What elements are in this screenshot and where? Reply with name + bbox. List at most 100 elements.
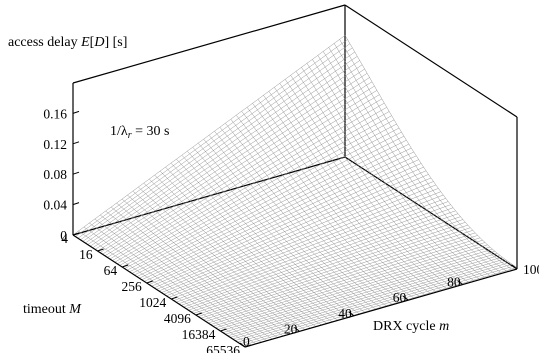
mesh-line-cycle-43 <box>306 63 480 279</box>
mesh-line-cycle-36 <box>268 91 441 290</box>
z-tick-label: 0.04 <box>43 198 67 213</box>
mesh-line-cycle-9 <box>121 198 295 333</box>
box-edge-back-top <box>72 4 346 84</box>
mesh-line-cycle-20 <box>181 155 354 316</box>
mesh-line-cycle-16 <box>159 170 333 322</box>
mesh-line-cycle-24 <box>203 139 376 309</box>
mesh-line-cycle-45 <box>317 55 490 276</box>
mesh-line-cycle-25 <box>208 135 382 308</box>
mesh-line-cycle-15 <box>154 174 327 324</box>
mesh-line-cycle-34 <box>257 99 431 294</box>
annotation-rate: 1/λr = 30 s <box>110 124 169 141</box>
mesh-line-cycle-2 <box>83 226 257 344</box>
y-tick-label: 16 <box>79 247 93 262</box>
mesh-line-cycle-49 <box>339 39 512 270</box>
mesh-line-cycle-21 <box>187 151 360 314</box>
z-tick-label: 0 <box>60 228 67 243</box>
mesh-line-cycle-27 <box>219 127 393 305</box>
y-tick-mark <box>121 264 129 268</box>
mesh-line-cycle-13 <box>143 182 316 327</box>
mesh-line-cycle-3 <box>89 222 262 343</box>
chart-front-box <box>72 4 518 348</box>
z-tick-mark <box>72 110 80 114</box>
y-tick-mark <box>244 344 252 348</box>
mesh-line-cycle-26 <box>214 131 387 306</box>
x-tick-label: 80 <box>447 275 461 290</box>
mesh-line-cycle-50 <box>344 35 518 268</box>
mesh-line-cycle-30 <box>236 115 409 300</box>
y-tick-label: 1024 <box>139 295 166 310</box>
mesh-line-cycle-7 <box>110 206 284 337</box>
y-tick-label: 16384 <box>182 327 216 342</box>
z-tick-mark <box>72 141 80 145</box>
mesh-line-cycle-44 <box>312 59 485 278</box>
x-tick-label: 60 <box>393 290 407 305</box>
x-tick-mark <box>457 280 463 285</box>
mesh-line-cycle-11 <box>132 190 305 330</box>
mesh-line-cycle-22 <box>192 147 365 313</box>
x-axis-title: DRX cycle m <box>373 319 449 334</box>
x-tick-label: 0 <box>243 334 250 349</box>
mesh-line-cycle-18 <box>170 162 344 319</box>
mesh-line-cycle-42 <box>301 67 474 281</box>
mesh-line-cycle-23 <box>197 143 371 311</box>
box-edge-top-right <box>344 4 518 118</box>
z-tick-label: 0.12 <box>43 137 67 152</box>
mesh-line-cycle-28 <box>225 123 398 303</box>
z-tick-mark <box>72 171 80 175</box>
surface-mesh <box>72 35 518 348</box>
y-axis-line <box>72 234 246 348</box>
y-tick-mark <box>171 296 178 300</box>
x-tick-mark <box>294 327 300 332</box>
y-tick-label: 4096 <box>164 311 191 326</box>
y-tick-label: 4 <box>61 231 68 246</box>
mesh-line-cycle-33 <box>252 103 425 295</box>
y-tick-mark <box>97 248 104 252</box>
mesh-line-cycle-47 <box>328 47 501 273</box>
mesh-line-cycle-40 <box>290 75 463 284</box>
mesh-line-cycle-1 <box>78 230 251 346</box>
y-tick-mark <box>146 280 153 284</box>
mesh-line-cycle-39 <box>285 79 458 286</box>
box-edge-back-bottom <box>72 156 346 236</box>
mesh-line-cycle-32 <box>246 107 420 297</box>
mesh-line-cycle-14 <box>149 178 322 325</box>
mesh-line-cycle-35 <box>263 95 436 292</box>
mesh-line-cycle-38 <box>279 83 452 287</box>
mesh-line-cycle-29 <box>230 119 403 302</box>
mesh-line-cycle-6 <box>105 210 278 338</box>
z-tick-mark <box>72 202 80 206</box>
y-tick-mark <box>195 312 203 316</box>
mesh-line-cycle-48 <box>333 43 507 271</box>
mesh-line-cycle-17 <box>165 166 338 321</box>
y-tick-label: 64 <box>104 263 118 278</box>
mesh-line-cycle-41 <box>295 71 469 282</box>
x-tick-mark <box>239 342 246 348</box>
z-axis-title: access delay E[D] [s] <box>8 35 127 50</box>
x-tick-mark <box>402 295 409 301</box>
y-tick-mark <box>72 232 80 236</box>
mesh-line-cycle-46 <box>323 51 496 274</box>
y-tick-label: 256 <box>121 279 142 294</box>
mesh-line-cycle-19 <box>176 159 349 317</box>
x-tick-mark <box>348 311 355 317</box>
y-axis-title: timeout M <box>23 302 82 317</box>
mesh-line-cycle-4 <box>94 218 267 341</box>
z-tick-label: 0.08 <box>43 167 67 182</box>
z-tick-label: 0.16 <box>43 106 67 121</box>
mesh-line-cycle-5 <box>100 214 273 340</box>
x-tick-label: 40 <box>338 306 352 321</box>
axis-ticks: 0 0.04 0.08 0.12 0.16 4 16 64256102440961638465… <box>43 106 539 353</box>
x-tick-label: 100 <box>523 262 539 277</box>
x-tick-mark <box>511 264 518 270</box>
mesh-line-cycle-12 <box>138 186 311 329</box>
y-tick-label: 65536 <box>206 343 240 353</box>
y-tick-mark <box>220 328 227 332</box>
mesh-line-cycle-37 <box>274 87 447 289</box>
x-axis-line <box>244 268 518 348</box>
mesh-line-cycle-10 <box>127 194 300 332</box>
mesh-line-cycle-8 <box>116 202 289 335</box>
x-tick-label: 20 <box>284 321 298 336</box>
mesh-line-cycle-31 <box>241 111 414 298</box>
